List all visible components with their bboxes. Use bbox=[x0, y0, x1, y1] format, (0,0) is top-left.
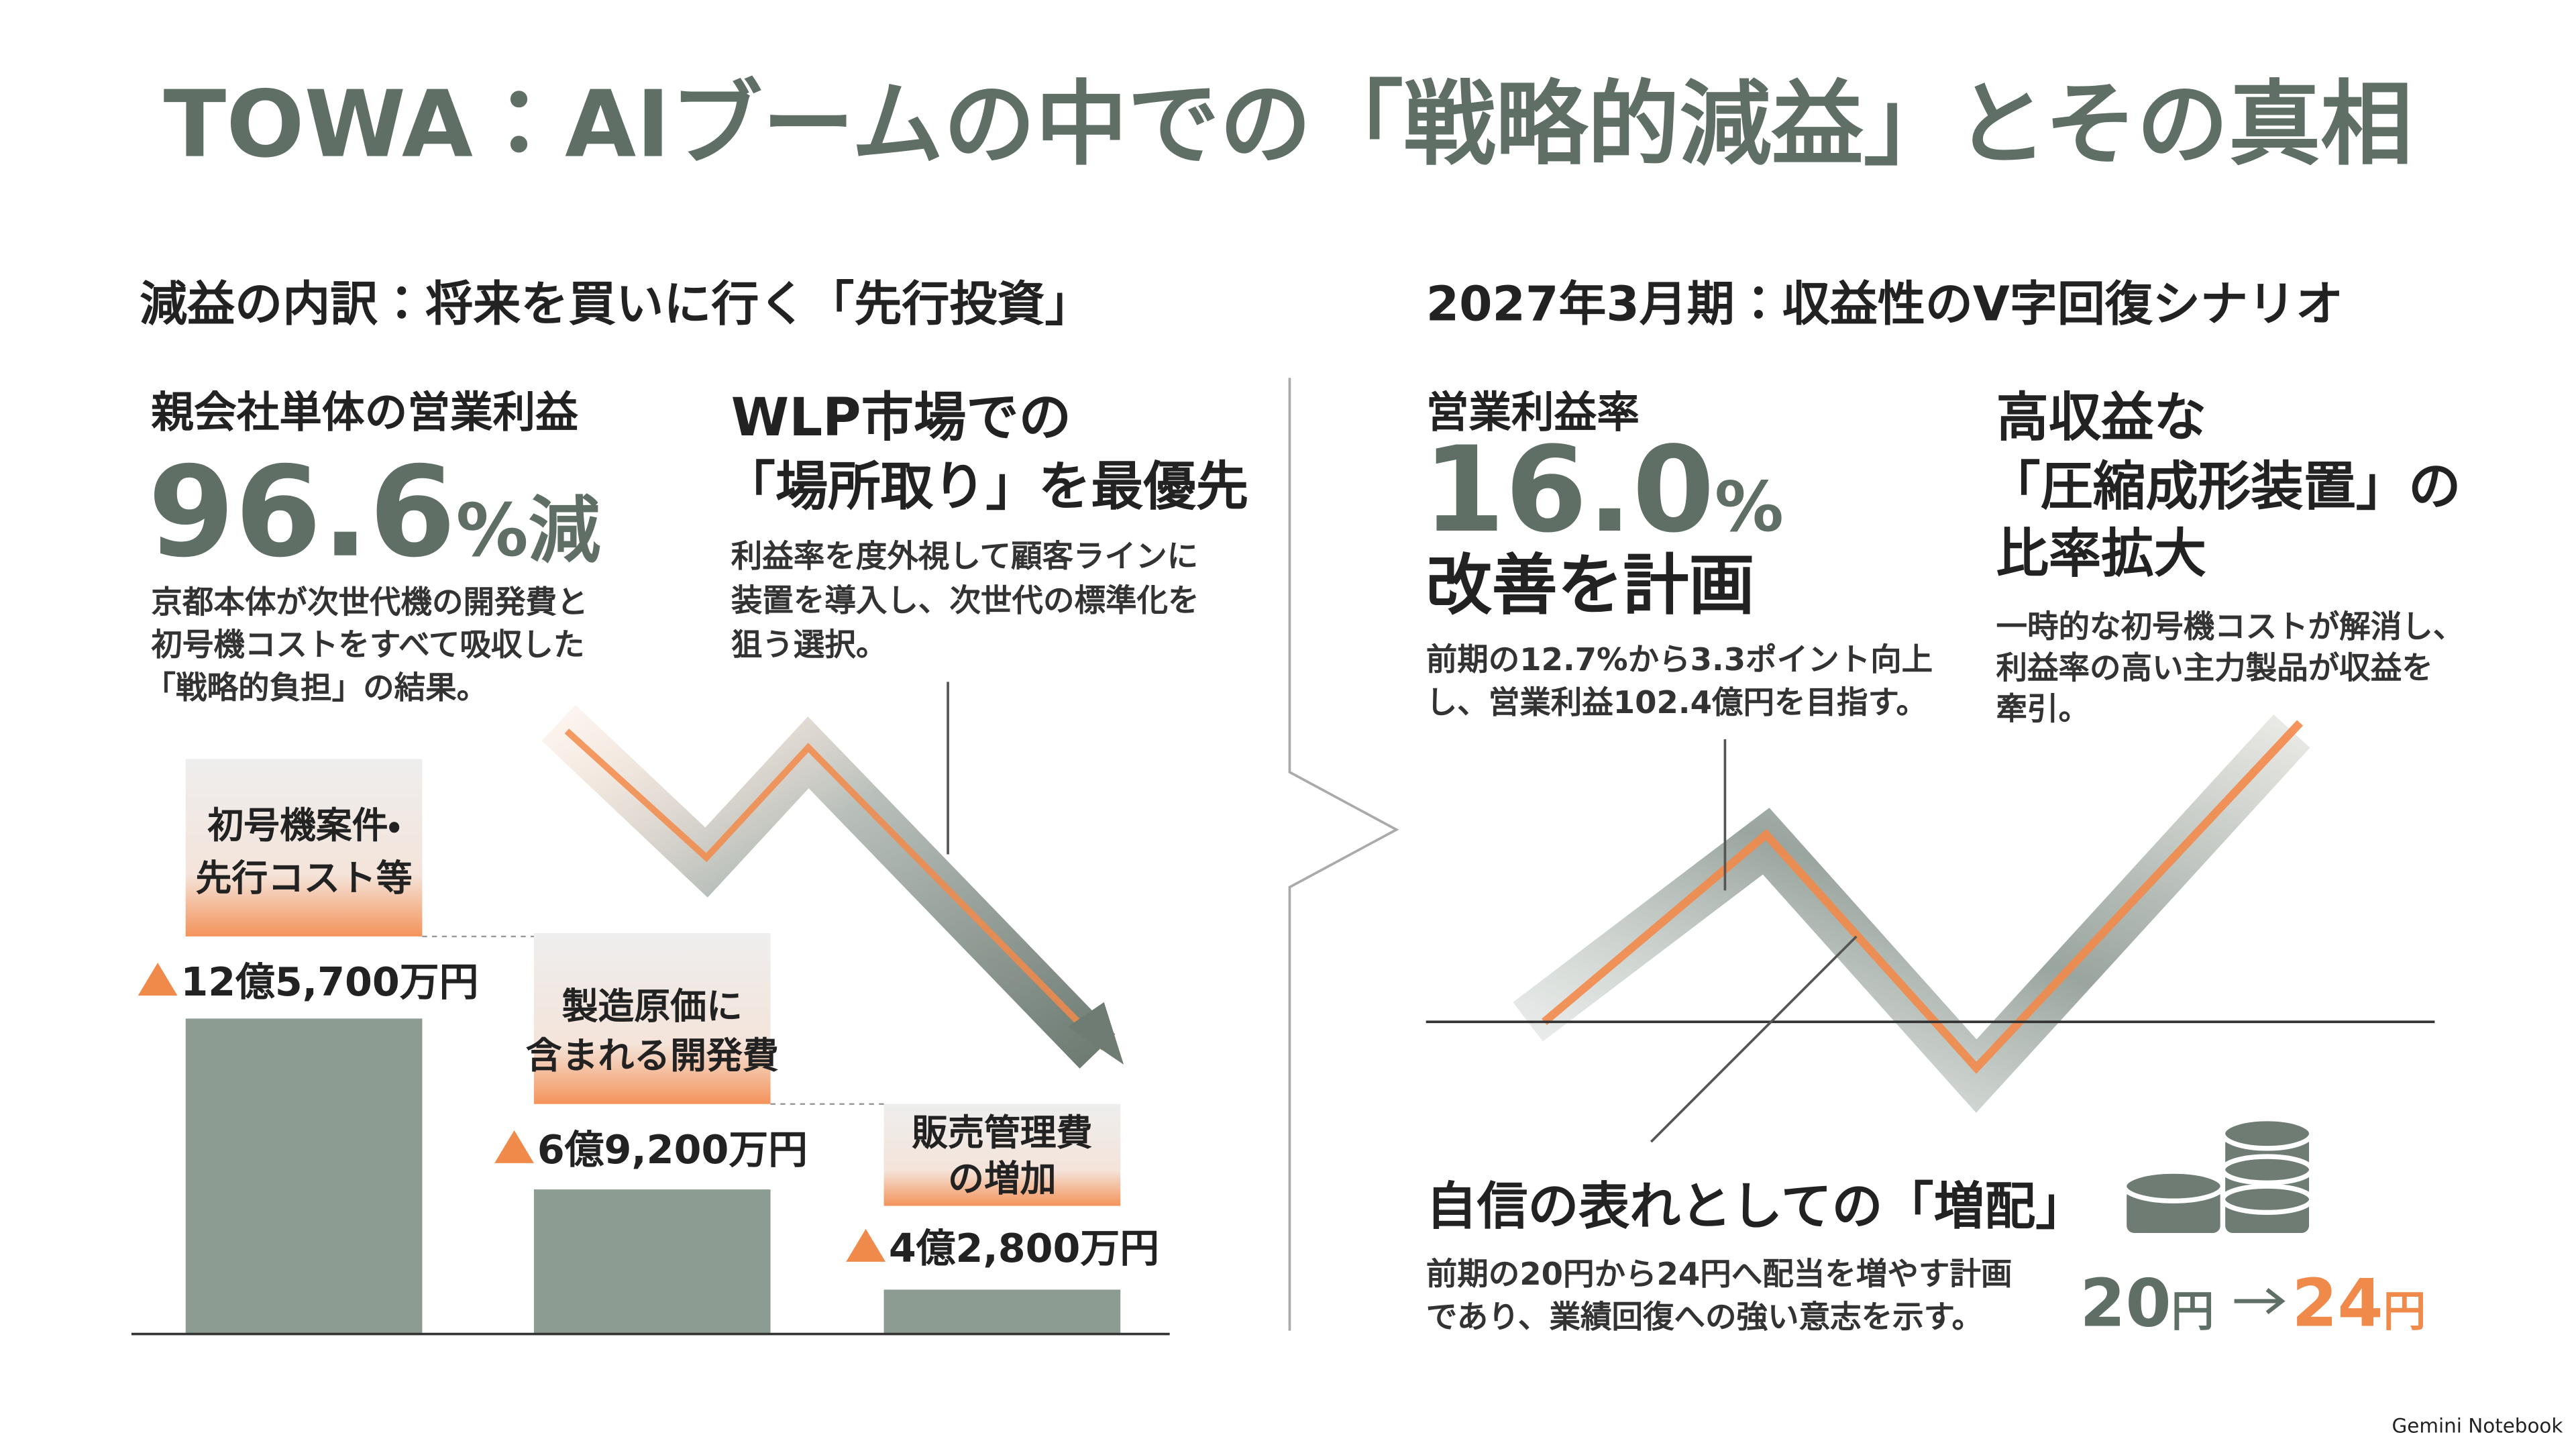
stat-label: 営業利益率 bbox=[1426, 388, 1640, 438]
item-amount: 4億2,800万円 bbox=[889, 1225, 1159, 1271]
left-heading: 減益の内訳：将来を買いに行く「先行投資」 bbox=[140, 276, 1092, 332]
stat-note: 初号機コストをすべて吸収した bbox=[151, 627, 584, 663]
callout-body: 装置を導入し、次世代の標準化を bbox=[731, 582, 1199, 619]
shape bbox=[1513, 714, 2310, 1113]
dividend-body: であり、業績回復への強い意志を示す。 bbox=[1426, 1299, 1983, 1335]
item-amount: 12億5,700万円 bbox=[180, 959, 478, 1005]
label-box bbox=[185, 759, 423, 936]
bar bbox=[185, 1018, 423, 1334]
stat-label: 親会社単体の営業利益 bbox=[151, 388, 578, 438]
dividend-title: 自信の表れとしての「増配」 bbox=[1426, 1177, 2087, 1236]
callout-title: 高収益な bbox=[1996, 387, 2206, 448]
callout-body: 利益率を度外視して顧客ラインに bbox=[731, 538, 1198, 574]
shape bbox=[2220, 1154, 2314, 1185]
dividend-from: 20円 bbox=[2080, 1265, 2214, 1342]
right-heading: 2027年3月期：収益性のV字回復シナリオ bbox=[1426, 276, 2343, 332]
shape bbox=[1542, 720, 2304, 1074]
arrow bbox=[2234, 1288, 2286, 1315]
divider bbox=[1288, 378, 1399, 1331]
shape bbox=[564, 729, 1107, 1051]
stat-note: 前期の12.7%から3.3ポイント向上 bbox=[1426, 641, 1933, 678]
shape bbox=[494, 1130, 534, 1163]
shape: % bbox=[1715, 468, 1784, 547]
callout-line bbox=[1650, 935, 1858, 1143]
shape: 16.0 bbox=[1423, 421, 1715, 559]
item-label: 先行コスト等 bbox=[195, 857, 412, 899]
callout-body: 牽引。 bbox=[1996, 691, 2090, 727]
title: TOWA：AIブームの中での「戦略的減益」とその真相 bbox=[164, 72, 2413, 178]
stat-note: 京都本体が次世代機の開発費と bbox=[151, 584, 588, 620]
bar bbox=[533, 1189, 771, 1334]
shape: %減 bbox=[456, 489, 601, 573]
stat-line2: 改善を計画 bbox=[1426, 547, 1755, 624]
label-box bbox=[533, 933, 771, 1104]
coins-icon bbox=[2121, 1116, 2314, 1238]
footer: Gemini Notebook bbox=[2392, 1415, 2563, 1438]
callout-body: 狙う選択。 bbox=[731, 627, 888, 663]
item-label: の増加 bbox=[948, 1158, 1057, 1200]
stat-note: し、営業利益102.4億円を目指す。 bbox=[1426, 684, 1927, 720]
stat-value: 16.0% bbox=[1423, 421, 1784, 559]
item-label: 初号機案件・ bbox=[207, 804, 400, 847]
callout-body: 一時的な初号機コストが解消し、 bbox=[1996, 608, 2465, 645]
shape bbox=[2220, 1116, 2314, 1151]
shape: 20 bbox=[2080, 1265, 2171, 1342]
dividend-to: 24円 bbox=[2292, 1265, 2426, 1342]
item-label: 販売管理費 bbox=[912, 1112, 1092, 1154]
callout-body: 利益率の高い主力製品が収益を bbox=[1996, 649, 2433, 686]
item-label: 製造原価に bbox=[562, 985, 743, 1027]
dividend-body: 前期の20円から24円へ配当を増やす計画 bbox=[1426, 1256, 2012, 1292]
shape: 円 bbox=[2171, 1287, 2214, 1336]
item-amount: 6億9,200万円 bbox=[537, 1126, 808, 1173]
shape: 24 bbox=[2292, 1265, 2383, 1342]
callout-title: 比率拡大 bbox=[1996, 523, 2206, 584]
callout-title: 「場所取り」を最優先 bbox=[723, 456, 1249, 517]
bars bbox=[131, 759, 1170, 1336]
shape: 円 bbox=[2383, 1287, 2426, 1336]
shape: 96.6 bbox=[148, 439, 455, 585]
label-box bbox=[883, 1104, 1121, 1206]
shape bbox=[846, 1228, 885, 1262]
bar bbox=[883, 1289, 1121, 1334]
item-label: 含まれる開発費 bbox=[526, 1034, 779, 1077]
shape bbox=[1067, 1002, 1124, 1065]
shape bbox=[2220, 1183, 2314, 1216]
callout-title: 「圧縮成形装置」の bbox=[1988, 456, 2461, 517]
shape bbox=[2121, 1169, 2226, 1203]
down-arrow bbox=[541, 704, 1124, 1069]
up-arrow bbox=[1513, 714, 2310, 1113]
callout-title: WLP市場での bbox=[731, 387, 1071, 448]
stat-value: 96.6%減 bbox=[148, 439, 600, 585]
stat-note: 「戦略的負担」の結果。 bbox=[145, 669, 488, 706]
shape bbox=[138, 963, 178, 996]
